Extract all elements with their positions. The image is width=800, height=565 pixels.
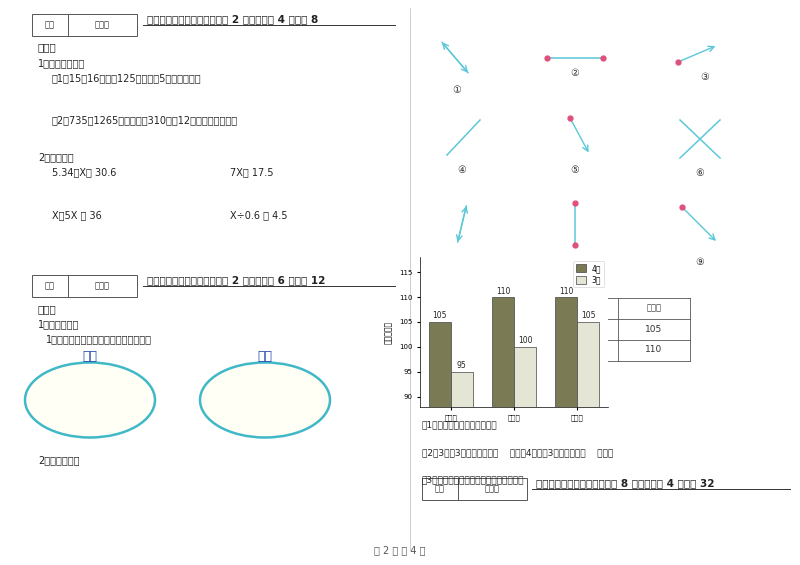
Bar <box>422 478 527 500</box>
Text: （2）3月份3个年级共植树（    ）棵，4月份比3月份多植树（    ）棵。: （2）3月份3个年级共植树（ ）棵，4月份比3月份多植树（ ）棵。 <box>422 448 614 457</box>
Text: 1、把下面的各角度数填入相应的圆里。: 1、把下面的各角度数填入相应的圆里。 <box>46 334 152 344</box>
Text: 110: 110 <box>574 346 590 354</box>
Text: （1）15的16倍减去125，再除以5，商是多少？: （1）15的16倍减去125，再除以5，商是多少？ <box>52 73 202 83</box>
Text: （3）还能提出哪些问题？试有解决一下。: （3）还能提出哪些问题？试有解决一下。 <box>422 475 525 484</box>
Text: 105: 105 <box>581 311 596 320</box>
Bar <box>492 297 514 565</box>
Text: ⑦: ⑦ <box>458 257 466 267</box>
Text: 110: 110 <box>646 346 662 354</box>
Text: 5.34＋X＝ 30.6: 5.34＋X＝ 30.6 <box>52 167 116 177</box>
Text: 五、认真思考，综合能力（共 2 小题，每题 6 分，共 12: 五、认真思考，综合能力（共 2 小题，每题 6 分，共 12 <box>147 275 326 285</box>
Text: X＋5X ＝ 36: X＋5X ＝ 36 <box>52 210 102 220</box>
Text: 根据统计表信息完成下面的统计图，并回答下面的问题。: 根据统计表信息完成下面的统计图，并回答下面的问题。 <box>422 360 547 369</box>
Ellipse shape <box>25 363 155 437</box>
Y-axis label: 数量（棵）: 数量（棵） <box>384 320 394 344</box>
Text: 评卷人: 评卷人 <box>485 485 499 493</box>
Text: 1．文字计算题。: 1．文字计算题。 <box>38 58 86 68</box>
Text: 2．解方程。: 2．解方程。 <box>38 152 74 162</box>
Text: 100: 100 <box>574 324 590 333</box>
Text: ①: ① <box>453 85 462 95</box>
Text: 95: 95 <box>504 324 516 333</box>
Text: X÷0.6 ＝ 4.5: X÷0.6 ＝ 4.5 <box>230 210 287 220</box>
Text: 评卷人: 评卷人 <box>94 281 110 290</box>
Text: ③: ③ <box>701 72 710 82</box>
Text: （1）哪个年级春季植树最多？: （1）哪个年级春季植树最多？ <box>422 420 498 429</box>
Text: 95: 95 <box>457 362 466 371</box>
Text: 2、看图填空。: 2、看图填空。 <box>38 455 79 465</box>
Text: 得分: 得分 <box>45 20 55 29</box>
Text: 100: 100 <box>518 336 532 345</box>
Bar <box>32 14 137 36</box>
Text: 110: 110 <box>559 286 574 295</box>
Text: 105: 105 <box>646 324 662 333</box>
Text: 105: 105 <box>502 346 518 354</box>
Bar <box>514 347 536 565</box>
Bar <box>555 297 578 565</box>
Text: ⑧: ⑧ <box>570 257 579 267</box>
Text: 得分: 得分 <box>45 281 55 290</box>
Text: 110: 110 <box>496 286 510 295</box>
Text: 四年级: 四年级 <box>502 303 518 312</box>
Text: 直线有（    ），射线有（    ），线段有（    ）。: 直线有（ ），射线有（ ），线段有（ ）。 <box>422 270 554 279</box>
Text: 4月: 4月 <box>442 346 454 354</box>
Text: ②: ② <box>570 68 579 78</box>
Text: 7X＝ 17.5: 7X＝ 17.5 <box>230 167 274 177</box>
Text: 2、下面是某小学三个年级植树情况的统计表。: 2、下面是某小学三个年级植树情况的统计表。 <box>422 285 535 294</box>
Bar <box>429 322 450 565</box>
Text: （2）735与1265的和，除以310除以12的商，商是多少？: （2）735与1265的和，除以310除以12的商，商是多少？ <box>52 115 238 125</box>
Text: 3月: 3月 <box>442 324 454 333</box>
Text: 评卷人: 评卷人 <box>94 20 110 29</box>
Text: 锐角: 锐角 <box>82 350 98 363</box>
Text: ⑥: ⑥ <box>696 168 704 178</box>
Text: ④: ④ <box>458 165 466 175</box>
Legend: 4月, 3月: 4月, 3月 <box>574 261 604 287</box>
Text: 分）。: 分）。 <box>38 304 57 314</box>
Text: 月份: 月份 <box>426 306 435 315</box>
Text: 钝角: 钝角 <box>258 350 273 363</box>
Text: 第 2 页 共 4 页: 第 2 页 共 4 页 <box>374 545 426 555</box>
Text: 年级: 年级 <box>439 302 449 311</box>
Text: ⑤: ⑤ <box>570 165 579 175</box>
Text: 六年级: 六年级 <box>646 303 662 312</box>
Bar <box>578 322 599 565</box>
Text: 得分: 得分 <box>435 485 445 493</box>
Text: 五年级: 五年级 <box>574 303 590 312</box>
Text: 1、综合训练。: 1、综合训练。 <box>38 319 79 329</box>
Text: 105: 105 <box>432 311 447 320</box>
Text: 分）。: 分）。 <box>38 42 57 52</box>
Bar <box>32 275 137 297</box>
Text: 某小学春季植树统计图: 某小学春季植树统计图 <box>503 373 557 382</box>
Bar <box>450 372 473 565</box>
Text: 四、看清题目，细心计算（共 2 小题，每题 4 分，共 8: 四、看清题目，细心计算（共 2 小题，每题 4 分，共 8 <box>147 14 318 24</box>
Ellipse shape <box>200 363 330 437</box>
Text: ⑨: ⑨ <box>696 257 704 267</box>
Text: 六、应用知识，解决问题（共 8 小题，每题 4 分，共 32: 六、应用知识，解决问题（共 8 小题，每题 4 分，共 32 <box>536 478 714 488</box>
